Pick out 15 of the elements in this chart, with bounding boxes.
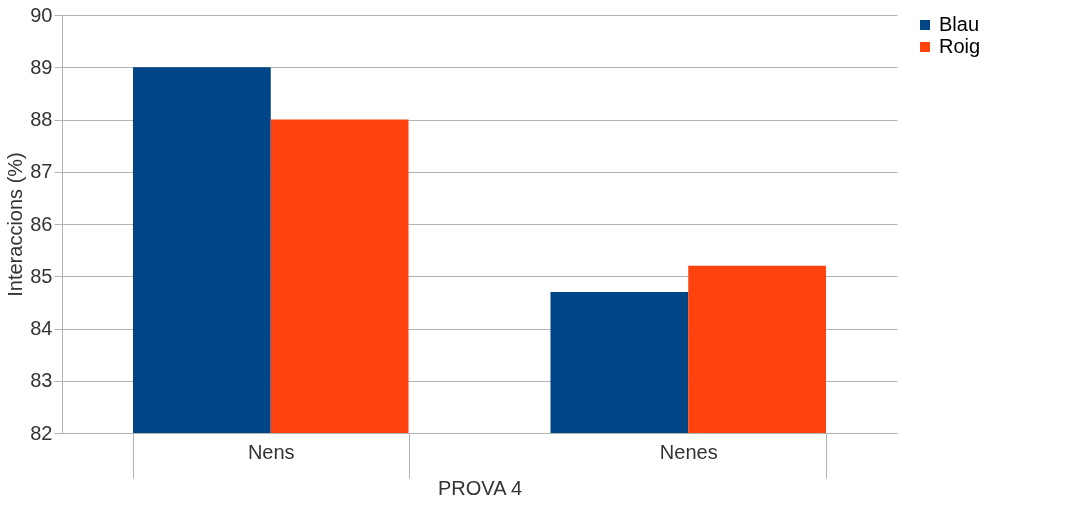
x-axis-title: PROVA 4 — [437, 477, 523, 499]
y-tick-label: 83 — [30, 369, 53, 392]
y-tick-label: 87 — [30, 160, 53, 183]
y-tick-label: 86 — [30, 212, 53, 235]
legend-label: Blau — [939, 13, 980, 35]
y-axis-title: Interaccions (%) — [4, 152, 27, 297]
y-tick-label: 85 — [30, 264, 53, 287]
x-tick-label: Nenes — [659, 440, 718, 463]
x-tick-label: Nens — [247, 440, 295, 463]
legend-label: Roig — [939, 35, 981, 57]
y-tick-label: 88 — [30, 108, 53, 130]
y-tick-label: 89 — [30, 55, 53, 78]
y-tick-label: 84 — [30, 317, 53, 339]
y-tick-label: 90 — [30, 3, 53, 26]
y-tick-label: 82 — [30, 421, 53, 444]
